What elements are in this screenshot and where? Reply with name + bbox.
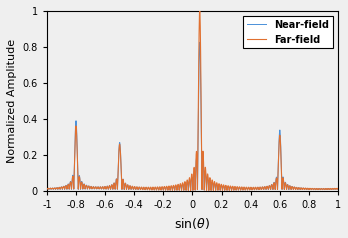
Near-field — [189, 189, 193, 192]
Far-field — [57, 186, 61, 189]
Far-field — [321, 188, 325, 191]
Far-field — [46, 187, 50, 190]
Near-field — [102, 187, 106, 190]
Far-field — [102, 187, 106, 190]
Near-field — [198, 41, 202, 44]
Near-field — [187, 179, 191, 182]
Far-field — [189, 189, 193, 192]
Near-field — [62, 186, 66, 189]
Near-field — [46, 187, 50, 190]
Near-field — [336, 188, 340, 190]
Far-field — [198, 10, 202, 12]
Far-field — [336, 188, 340, 190]
Near-field — [57, 186, 61, 189]
Far-field — [45, 188, 49, 190]
Far-field — [62, 186, 66, 189]
Line: Far-field: Far-field — [47, 11, 338, 190]
Y-axis label: Normalized Amplitude: Normalized Amplitude — [7, 39, 17, 163]
Line: Near-field: Near-field — [47, 42, 338, 190]
X-axis label: $\sin(\theta)$: $\sin(\theta)$ — [174, 216, 211, 231]
Legend: Near-field, Far-field: Near-field, Far-field — [243, 16, 333, 49]
Near-field — [45, 188, 49, 190]
Far-field — [187, 178, 191, 180]
Near-field — [321, 188, 325, 191]
